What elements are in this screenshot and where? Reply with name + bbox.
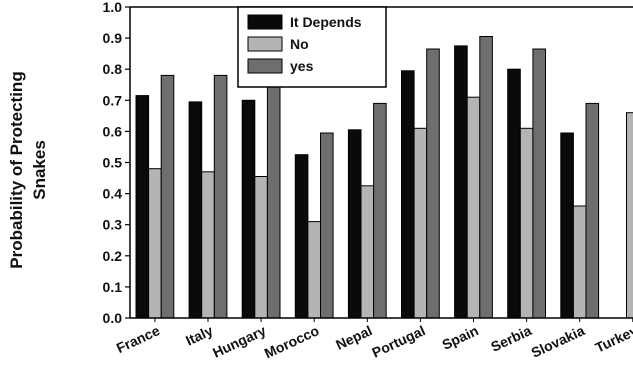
x-tick-label-portugal: Portugal	[369, 322, 427, 360]
legend-swatch-it-depends	[248, 15, 282, 29]
bar-slovakia-it-depends	[561, 133, 574, 318]
bar-serbia-it-depends	[508, 69, 521, 318]
bar-slovakia-no	[573, 206, 586, 318]
legend-label-it-depends: It Depends	[290, 14, 362, 30]
y-tick-label: 0.3	[103, 217, 123, 233]
bar-portugal-no	[414, 128, 427, 318]
x-tick-label-france: France	[114, 322, 163, 356]
bar-morocco-it-depends	[295, 155, 308, 318]
y-axis-label-line-2: Snakes	[30, 140, 49, 200]
bar-serbia-yes	[533, 49, 546, 318]
bar-morocco-no	[308, 222, 321, 318]
bar-nepal-no	[361, 186, 374, 318]
y-axis-label: Probability of Protecting Snakes	[7, 71, 49, 268]
x-tick-label-morocco: Morocco	[262, 322, 322, 361]
y-tick-label: 0.1	[103, 279, 123, 295]
x-tick-label-turkey: Turkey	[593, 322, 633, 356]
y-tick-label: 0.7	[103, 92, 123, 108]
bar-france-it-depends	[136, 96, 149, 318]
y-tick-label: 0.6	[103, 123, 123, 139]
x-tick-label-hungary: Hungary	[210, 322, 268, 361]
y-tick-label: 1.0	[103, 0, 123, 15]
bar-morocco-yes	[321, 133, 334, 318]
y-tick-label: 0.9	[103, 30, 123, 46]
bar-france-yes	[161, 75, 174, 318]
bar-spain-yes	[480, 37, 493, 319]
legend-label-no: No	[290, 36, 309, 52]
legend-label-yes: yes	[290, 58, 314, 74]
y-ticks: 0.0 0.1 0.2 0.3 0.4 0.5 0.6 0.7 0.8 0.9 1.0	[103, 0, 130, 326]
bar-italy-it-depends	[189, 102, 202, 318]
bar-italy-yes	[214, 75, 227, 318]
bar-turkey-no	[627, 113, 633, 318]
y-tick-label: 0.5	[103, 155, 123, 171]
y-tick-label: 0.8	[103, 61, 123, 77]
legend-swatch-no	[248, 37, 282, 51]
bar-italy-no	[202, 172, 215, 318]
bar-portugal-it-depends	[402, 71, 415, 318]
bar-hungary-it-depends	[242, 100, 255, 318]
y-tick-label: 0.2	[103, 248, 123, 264]
x-tick-label-serbia: Serbia	[488, 322, 534, 355]
bar-hungary-yes	[267, 80, 280, 318]
bar-slovakia-yes	[586, 103, 599, 318]
bar-hungary-no	[255, 177, 268, 319]
y-tick-label: 0.4	[103, 186, 123, 202]
x-tick-label-spain: Spain	[439, 322, 480, 353]
bar-nepal-it-depends	[348, 130, 361, 318]
y-axis-label-line-1: Probability of Protecting	[7, 71, 26, 268]
x-tick-label-italy: Italy	[183, 322, 215, 348]
bar-portugal-yes	[427, 49, 440, 318]
bar-nepal-yes	[374, 103, 387, 318]
y-tick-label: 0.0	[103, 310, 123, 326]
legend-swatch-yes	[248, 59, 282, 73]
x-tick-label-slovakia: Slovakia	[529, 322, 587, 361]
bar-serbia-no	[520, 128, 533, 318]
bar-france-no	[149, 169, 162, 318]
bar-spain-no	[467, 97, 480, 318]
bar-spain-it-depends	[455, 46, 468, 318]
x-tick-label-nepal: Nepal	[333, 322, 374, 353]
legend: It Depends No yes	[238, 7, 386, 87]
